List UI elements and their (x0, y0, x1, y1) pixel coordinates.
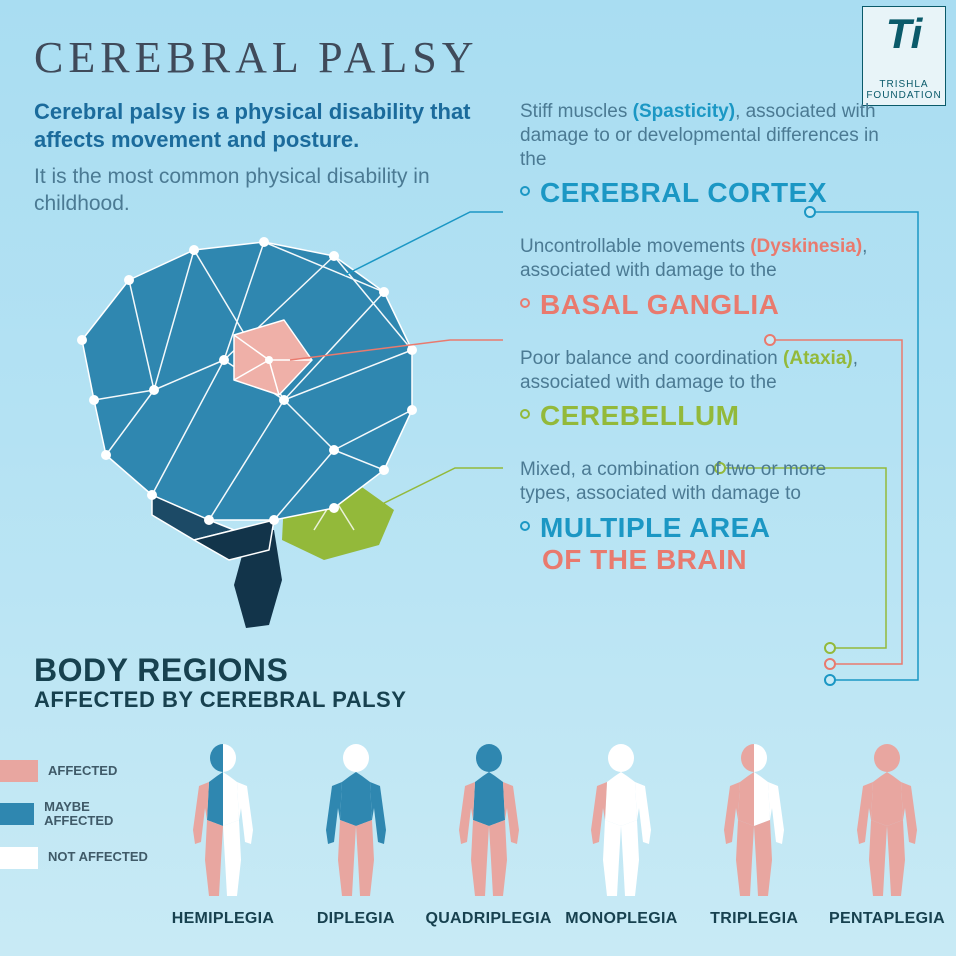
legend-not: NOT AFFECTED (0, 847, 150, 869)
callout-cortex: Stiff muscles (Spasticity), associated w… (520, 100, 880, 209)
callout-label: CEREBELLUM (520, 400, 880, 432)
callout-mixed: Mixed, a combination of two or more type… (520, 458, 880, 576)
body-figures: HEMIPLEGIA DIPLEGIA QUADRIPLEGIA (160, 740, 950, 928)
legend-affected: AFFECTED (0, 760, 150, 782)
body-figure: QUADRIPLEGIA (426, 740, 552, 928)
logo-glyph: Ti (886, 13, 923, 55)
callout-label: BASAL GANGLIA (520, 289, 880, 321)
intro-sub: It is the most common physical disabilit… (34, 163, 474, 218)
section-title: BODY REGIONS AFFECTED BY CEREBRAL PALSY (34, 654, 406, 711)
brand-logo: Ti TRISHLAFOUNDATION (862, 6, 946, 106)
legend-label: AFFECTED (48, 764, 117, 778)
figure-label: QUADRIPLEGIA (425, 910, 551, 928)
logo-text: TRISHLAFOUNDATION (866, 79, 941, 101)
body-figure: DIPLEGIA (293, 740, 419, 928)
body-figure: HEMIPLEGIA (160, 740, 286, 928)
legend-label: MAYBE AFFECTED (44, 800, 150, 829)
figure-label: TRIPLEGIA (710, 910, 798, 928)
figure-label: DIPLEGIA (317, 910, 395, 928)
callout-text: Poor balance and coordination (Ataxia), … (520, 347, 880, 395)
callout-cerebellum: Poor balance and coordination (Ataxia), … (520, 347, 880, 433)
body-figure: MONOPLEGIA (558, 740, 684, 928)
callout-label: CEREBRAL CORTEX (520, 177, 880, 209)
legend-label: NOT AFFECTED (48, 850, 148, 864)
figure-label: MONOPLEGIA (565, 910, 677, 928)
figure-label: PENTAPLEGIA (829, 910, 945, 928)
legend-swatch (0, 803, 34, 825)
callout-label: MULTIPLE AREA OF THE BRAIN (520, 512, 880, 576)
body-figure: PENTAPLEGIA (824, 740, 950, 928)
callout-text: Stiff muscles (Spasticity), associated w… (520, 100, 880, 171)
legend-maybe: MAYBE AFFECTED (0, 800, 150, 829)
callouts: Stiff muscles (Spasticity), associated w… (520, 100, 880, 602)
intro-bold: Cerebral palsy is a physical disability … (34, 98, 474, 153)
brain-illustration (34, 220, 474, 640)
callout-basal: Uncontrollable movements (Dyskinesia), a… (520, 235, 880, 321)
callout-text: Mixed, a combination of two or more type… (520, 458, 880, 506)
figure-label: HEMIPLEGIA (172, 910, 275, 928)
callout-text: Uncontrollable movements (Dyskinesia), a… (520, 235, 880, 283)
legend: AFFECTED MAYBE AFFECTED NOT AFFECTED (0, 760, 150, 887)
page-title: CEREBRAL PALSY (34, 32, 479, 83)
body-figure: TRIPLEGIA (691, 740, 817, 928)
legend-swatch (0, 847, 38, 869)
intro-block: Cerebral palsy is a physical disability … (34, 98, 474, 218)
legend-swatch (0, 760, 38, 782)
